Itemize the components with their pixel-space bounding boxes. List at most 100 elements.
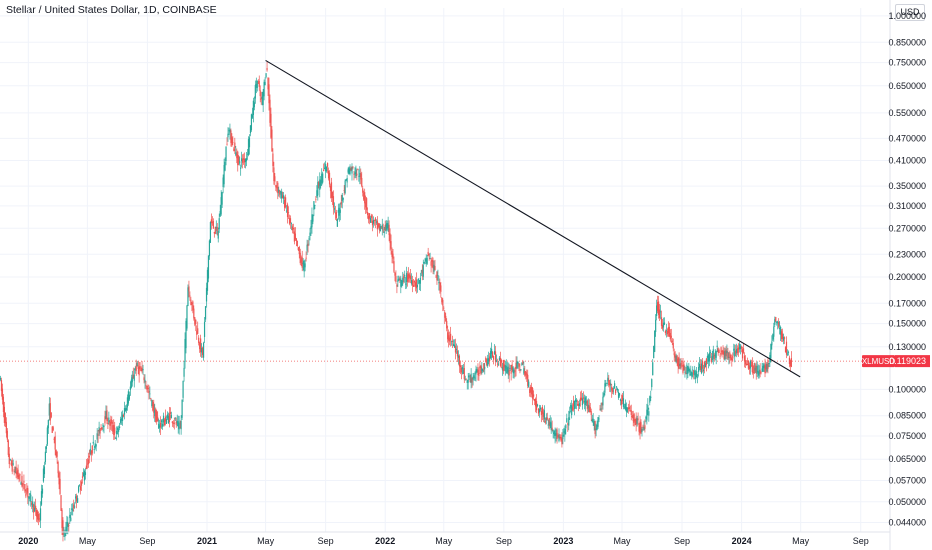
candle-body [718, 350, 720, 353]
candle-body [338, 207, 340, 216]
candle-body [304, 263, 306, 268]
candle-body [184, 338, 186, 362]
candle-body [50, 412, 52, 418]
candle-body [155, 408, 157, 423]
candle-body [637, 418, 639, 421]
candle-body [319, 179, 321, 190]
candle-body [595, 428, 597, 431]
candle-body [596, 424, 598, 430]
candle-body [176, 420, 178, 424]
candle-body [24, 484, 26, 492]
candle-body [253, 102, 255, 108]
candle-body [465, 378, 467, 380]
candle-body [96, 433, 98, 440]
candle-body [493, 351, 496, 355]
candle-body [191, 303, 193, 304]
trendline[interactable] [265, 59, 801, 378]
candle-body [369, 217, 372, 223]
candle-body [117, 427, 119, 431]
candle-body [754, 367, 756, 371]
candle-body [538, 409, 541, 413]
candle-body [774, 319, 776, 325]
candle-body [342, 197, 344, 200]
candle-body [565, 425, 567, 429]
candle-body [151, 400, 153, 407]
candle-body [727, 352, 729, 359]
candle-body [299, 252, 301, 264]
candle-body [549, 421, 551, 427]
candle-body [713, 354, 715, 360]
candle-body [287, 212, 290, 214]
candle-body [318, 182, 320, 186]
candle-body [365, 202, 367, 208]
candle-body [439, 282, 441, 291]
candle-body [97, 434, 99, 436]
candle-body [110, 419, 112, 424]
candle-body [490, 350, 492, 359]
candle-body [94, 443, 96, 448]
candle-body [620, 400, 623, 405]
candle-body [427, 251, 429, 256]
x-axis[interactable]: 2020 May Sep 2021 May Sep 2022 May Sep 2023 May Sep… [0, 531, 890, 546]
candle-body [422, 265, 424, 277]
candle-body [314, 205, 316, 206]
candle-body [375, 221, 378, 223]
candle-body [349, 168, 351, 175]
candle-body [787, 351, 790, 353]
candle-body [327, 170, 330, 179]
candle-body [32, 501, 34, 507]
candle-body [648, 411, 650, 416]
candle-body [435, 276, 437, 278]
candle-body [667, 327, 669, 334]
candle-body [657, 302, 659, 312]
candle-body [414, 282, 417, 287]
candle-body [52, 427, 54, 431]
candle-body [511, 364, 513, 370]
candle-body [452, 344, 455, 346]
candle-body [332, 196, 335, 208]
candle-body [172, 422, 174, 424]
y-axis[interactable]: 1.000000 0.850000 0.750000 0.650000 0.550000… [888, 0, 926, 550]
candle-body [707, 355, 709, 362]
candle-body [677, 358, 679, 367]
candle-body [2, 396, 5, 412]
candle-body [279, 190, 281, 195]
candle-body [498, 357, 501, 361]
candle-body [606, 382, 608, 384]
candle-body [394, 272, 396, 276]
candle-body [3, 406, 5, 423]
candle-body [483, 363, 485, 370]
candle-body [343, 190, 345, 191]
candle-body [639, 421, 641, 434]
currency-selector[interactable]: USD [895, 4, 925, 21]
candle-body [18, 475, 20, 480]
candle-body [71, 508, 73, 510]
candle-body [770, 343, 772, 359]
candle-body [225, 146, 227, 162]
candle-body [74, 506, 76, 508]
candle-body [611, 386, 613, 391]
x-tick-label: Sep [674, 536, 690, 546]
candle-body [692, 369, 694, 371]
candle-body [686, 364, 688, 374]
candle-body [749, 361, 751, 369]
candle-body [527, 374, 529, 386]
candle-body [415, 279, 418, 289]
candle-body [654, 330, 656, 352]
candle-body [470, 373, 472, 384]
candle-body [7, 440, 9, 455]
y-tick-label: 1.000000 [888, 11, 926, 21]
candle-body [603, 393, 605, 397]
candle-body [237, 151, 239, 166]
candle-body [773, 326, 775, 337]
candle-body [697, 376, 699, 378]
candle-body [447, 332, 449, 340]
candle-body [387, 223, 389, 229]
candle-body [405, 283, 407, 285]
candle-body [156, 411, 158, 421]
candle-body [634, 419, 636, 422]
candle-body [243, 158, 246, 163]
candle-body [740, 347, 743, 349]
candle-body [786, 353, 789, 355]
